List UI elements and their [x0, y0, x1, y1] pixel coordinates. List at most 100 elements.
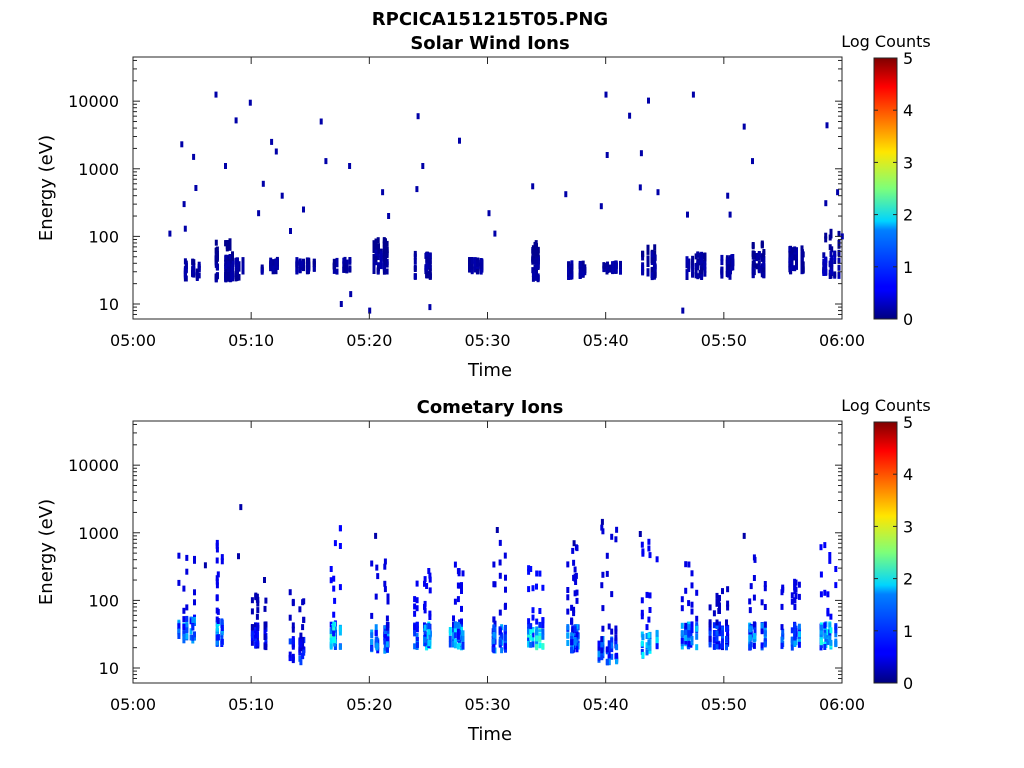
- spectrogram-cell: [382, 245, 386, 252]
- spectrogram-cell: [220, 625, 224, 631]
- spectrogram-cell: [348, 265, 352, 272]
- spectrogram-cell: [332, 611, 336, 618]
- spectrogram-cell: [456, 582, 460, 589]
- spectrogram-cell: [763, 581, 767, 587]
- spectrogram-cell: [610, 653, 614, 660]
- spectrogram-cell: [302, 258, 305, 265]
- colorbar-tick-label: 4: [903, 101, 913, 120]
- spectrogram-cell: [224, 163, 227, 169]
- spectrogram-cell: [214, 260, 218, 267]
- spectrogram-cell: [795, 259, 798, 265]
- spectrogram-cell: [453, 638, 457, 645]
- spectrogram-cell: [531, 267, 535, 274]
- spectrogram-cell: [423, 640, 427, 647]
- spectrogram-cell: [291, 657, 295, 664]
- spectrogram-cell: [214, 248, 218, 254]
- spectrogram-cell: [686, 211, 689, 218]
- spectrogram-cell: [647, 632, 651, 639]
- spectrogram-cell: [795, 263, 798, 270]
- spectrogram-cell: [423, 576, 427, 583]
- spectrogram-cell: [619, 268, 622, 275]
- x-tick-label: 06:00: [819, 331, 865, 350]
- spectrogram-cell: [299, 632, 303, 639]
- spectrogram-cell: [423, 580, 426, 587]
- spectrogram-cell: [829, 627, 833, 634]
- spectrogram-cell: [263, 643, 267, 650]
- y-tick-label: 10: [99, 659, 119, 678]
- spectrogram-cell: [332, 630, 336, 637]
- spectrogram-cell: [834, 566, 838, 572]
- spectrogram-cell: [566, 594, 570, 601]
- spectrogram-cell: [500, 647, 504, 654]
- spectrogram-cell: [720, 254, 724, 261]
- spectrogram-cell: [837, 242, 841, 249]
- spectrogram-cell: [655, 643, 659, 650]
- spectrogram-cell: [385, 258, 389, 265]
- spectrogram-cell: [428, 252, 432, 259]
- spectrogram-cell: [645, 649, 649, 656]
- spectrogram-cell: [712, 637, 716, 644]
- spectrogram-cell: [220, 638, 224, 645]
- spectrogram-cell: [748, 626, 752, 633]
- spectrogram-cell: [215, 575, 219, 582]
- spectrogram-cell: [460, 618, 463, 625]
- spectrogram-cell: [828, 244, 832, 251]
- x-tick-label: 05:40: [583, 331, 629, 350]
- spectrogram-cell: [646, 247, 650, 254]
- spectrogram-cell: [333, 640, 337, 647]
- spectrogram-cell: [535, 271, 538, 278]
- spectrogram-cell: [498, 539, 502, 546]
- spectrogram-cell: [504, 646, 507, 653]
- spectrogram-cell: [239, 504, 243, 511]
- spectrogram-cell: [700, 268, 704, 275]
- spectrogram-cell: [742, 532, 746, 539]
- spectrogram-cell: [566, 624, 570, 631]
- spectrogram-cell: [261, 180, 265, 187]
- spectrogram-cell: [228, 266, 232, 273]
- y-tick-label: 100: [88, 591, 119, 610]
- spectrogram-cell: [725, 644, 728, 651]
- x-tick-label: 05:00: [110, 695, 156, 714]
- spectrogram-cell: [760, 642, 764, 649]
- spectrogram-cell: [833, 250, 837, 257]
- colorbar-tick-label: 1: [903, 258, 913, 277]
- spectrogram-cell: [567, 274, 571, 280]
- spectrogram-cell: [564, 191, 568, 198]
- spectrogram-cell: [645, 591, 649, 598]
- axes-cometary: 05:00 05:10 05:20 05:30 05:40 05:50 06:00 10 100…: [68, 421, 865, 714]
- spectrogram-cell: [748, 598, 752, 605]
- spectrogram-cell: [680, 630, 684, 637]
- spectrogram-cell: [531, 247, 535, 253]
- spectrogram-cell: [453, 642, 457, 649]
- spectrogram-cell: [228, 276, 232, 283]
- spectrogram-cell: [493, 230, 497, 237]
- spectrogram-cell: [762, 267, 766, 274]
- spectrogram-cell: [615, 658, 619, 665]
- spectrogram-cell: [226, 264, 230, 271]
- spectrogram-cell: [288, 614, 292, 621]
- spectrogram-cell: [413, 258, 417, 265]
- spectrogram-cell: [535, 257, 538, 264]
- spectrogram-cell: [452, 621, 455, 628]
- spectrogram-cell: [656, 189, 660, 196]
- colorbar-tick-label: 1: [903, 622, 913, 641]
- spectrogram-cell: [570, 632, 574, 639]
- spectrogram-cell: [479, 262, 483, 269]
- spectrogram-cell: [193, 634, 196, 641]
- spectrogram-cell: [752, 636, 756, 643]
- spectrogram-cell: [575, 642, 579, 649]
- spectrogram-cell: [829, 263, 833, 270]
- spectrogram-cell: [801, 261, 805, 268]
- spectrogram-cell: [641, 548, 645, 555]
- spectrogram-cell: [256, 625, 260, 631]
- spectrogram-cell: [215, 542, 219, 549]
- spectrogram-cell: [690, 601, 694, 608]
- spectrogram-cell: [606, 261, 609, 268]
- spectrogram-cell: [600, 636, 604, 643]
- spectrogram-cell: [319, 118, 323, 125]
- spectrogram-cell: [413, 624, 417, 631]
- spectrogram-cell: [376, 573, 380, 580]
- spectrogram-cell: [647, 639, 651, 646]
- spectrogram-cell: [780, 589, 784, 596]
- spectrogram-cell: [763, 641, 767, 648]
